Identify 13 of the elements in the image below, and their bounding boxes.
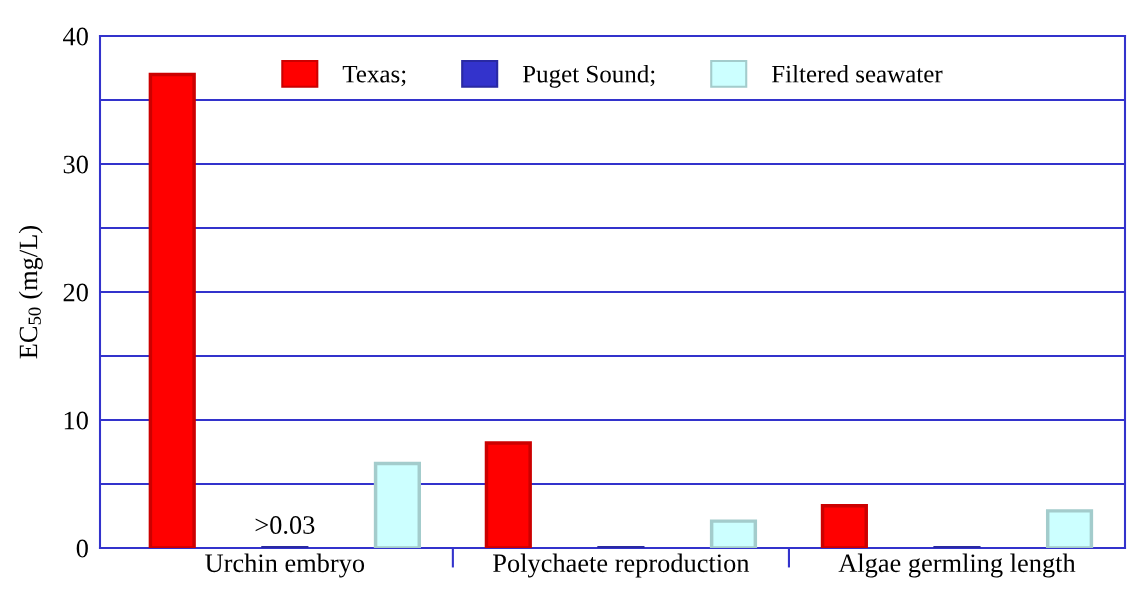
y-tick-label: 30 (63, 155, 88, 174)
x-tick-label: Polychaete reproduction (493, 553, 750, 578)
x-tick-label: Urchin embryo (205, 553, 365, 578)
legend-label: Texas; (342, 65, 406, 87)
y-axis-title: EC$_{50}$ (mg/L) (18, 226, 43, 359)
y-tick-label: 0 (76, 539, 88, 558)
y-tick-label: 20 (63, 283, 88, 302)
legend-label: Filtered seawater (771, 64, 943, 83)
data-label: >0.03 (255, 516, 315, 535)
y-tick-label: 40 (63, 27, 88, 46)
x-tick-label: Algae germling length (838, 553, 1076, 578)
y-tick-label: 10 (64, 411, 88, 430)
legend-label: Puget Sound; (522, 64, 655, 88)
